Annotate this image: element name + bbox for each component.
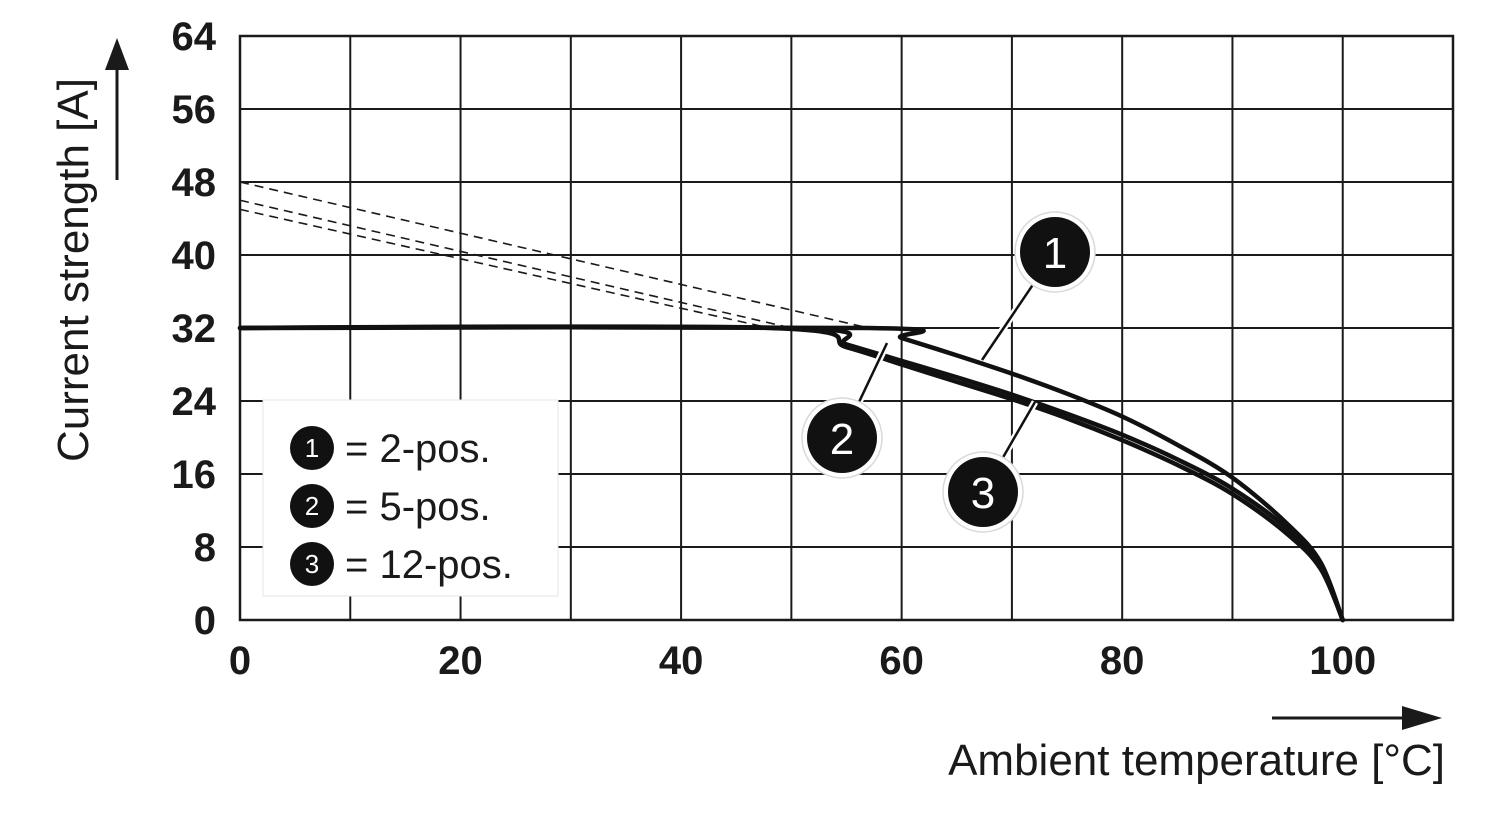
y-tick-label: 48 xyxy=(172,161,217,205)
legend-item-2: 2 = 5-pos. xyxy=(290,484,491,529)
callout-leader-3 xyxy=(999,401,1037,462)
legend-badge-2 xyxy=(290,484,334,528)
callout-leader-2 xyxy=(856,342,889,407)
callout-badge-number-3: 3 xyxy=(971,469,995,518)
legend-badge-1 xyxy=(290,426,334,470)
y-tick-label: 40 xyxy=(172,234,217,278)
legend: 1 = 2-pos. 2 = 5-pos. 3 = 12-pos. xyxy=(262,399,559,597)
y-axis-title: Current strength [A] xyxy=(49,78,98,462)
series-badges: 1 2 3 xyxy=(801,211,1096,533)
legend-item-3: 3 = 12-pos. xyxy=(290,542,513,587)
legend-badge-3-number: 3 xyxy=(305,549,319,579)
x-tick-label: 40 xyxy=(659,639,704,683)
y-tick-label: 0 xyxy=(194,599,216,643)
legend-item-1: 1 = 2-pos. xyxy=(290,426,491,471)
extrapolation-line-2 xyxy=(239,199,792,329)
x-tick-label: 0 xyxy=(229,639,251,683)
y-axis-arrow-icon xyxy=(105,38,129,70)
extrapolation-line-1 xyxy=(239,181,869,329)
series-lines xyxy=(237,324,1345,623)
y-axis-title-group: Current strength [A] xyxy=(49,38,129,462)
x-axis-arrow-icon xyxy=(1402,706,1442,730)
x-axis-title-group: Ambient temperature [°C] xyxy=(948,706,1445,785)
y-tick-label: 32 xyxy=(172,307,217,351)
x-tick-label: 20 xyxy=(438,639,483,683)
y-tick-label: 24 xyxy=(172,380,217,424)
legend-label-1: = 2-pos. xyxy=(345,427,491,471)
callout-badge-2 xyxy=(807,403,877,473)
extrapolation-lines xyxy=(239,181,869,329)
y-tick-label: 56 xyxy=(172,88,217,132)
x-axis-title: Ambient temperature [°C] xyxy=(948,736,1445,785)
y-tick-label: 8 xyxy=(194,526,216,570)
series-line-3 xyxy=(237,324,1345,623)
callout-badge-number-2: 2 xyxy=(830,415,854,464)
callout-badge-number-1: 1 xyxy=(1043,229,1067,278)
x-tick-label: 100 xyxy=(1309,639,1376,683)
callout-badge-3 xyxy=(948,457,1018,527)
legend-badge-1-number: 1 xyxy=(305,433,319,463)
legend-badge-3 xyxy=(290,542,334,586)
y-tick-label: 16 xyxy=(172,453,217,497)
callout-badge-1 xyxy=(1020,217,1090,287)
legend-label-3: = 12-pos. xyxy=(345,543,513,587)
legend-label-2: = 5-pos. xyxy=(345,485,491,529)
extrapolation-line-3 xyxy=(239,208,770,329)
callout-leader-1 xyxy=(980,281,1036,361)
y-tick-label: 64 xyxy=(172,15,217,59)
x-tick-label: 80 xyxy=(1100,639,1145,683)
x-tick-label: 60 xyxy=(879,639,924,683)
legend-badge-2-number: 2 xyxy=(305,491,319,521)
